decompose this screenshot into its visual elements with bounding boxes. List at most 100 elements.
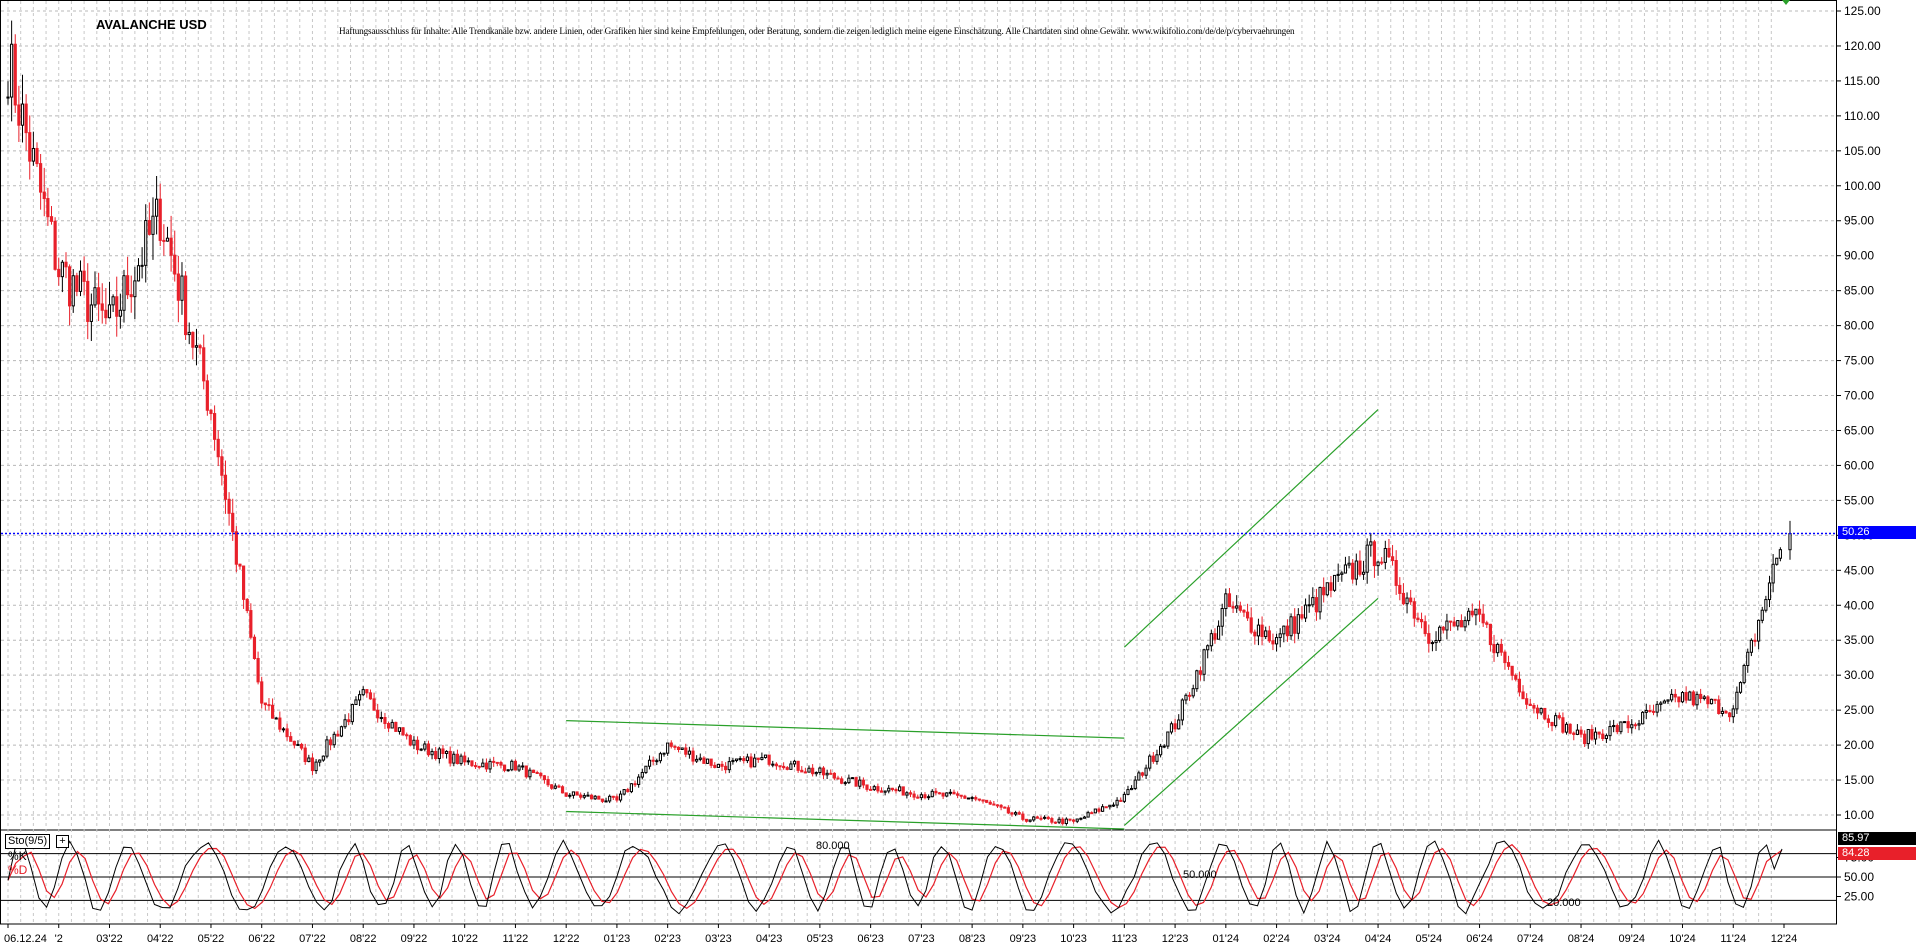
add-indicator-icon[interactable]: + <box>56 835 69 848</box>
candle-body <box>1778 549 1782 559</box>
candle-body <box>966 797 971 800</box>
candle-body <box>1699 693 1703 700</box>
plot-frame <box>0 0 1837 925</box>
x-tick-label: 06.12.24 <box>4 933 47 945</box>
candle-body <box>1010 812 1014 815</box>
candle-body <box>1314 597 1319 613</box>
candle-body <box>597 795 601 800</box>
candle-body <box>1307 604 1311 607</box>
x-tick-label: 02'24 <box>1263 933 1290 945</box>
candle-body <box>20 103 25 126</box>
candle-body <box>771 763 775 766</box>
candle-body <box>1597 731 1601 735</box>
candle-body <box>651 759 655 762</box>
candle-body <box>1024 818 1029 822</box>
candle-body <box>1006 807 1010 814</box>
candle-body <box>314 761 318 772</box>
candle-body <box>1427 633 1431 644</box>
sto-y-tick-label: 25.00 <box>1844 890 1874 904</box>
candle-body <box>1122 793 1126 802</box>
candle-body <box>836 777 840 780</box>
candle-body <box>1274 637 1279 645</box>
candle-body <box>1452 621 1456 627</box>
candle-body <box>1271 640 1275 645</box>
candle-body <box>1303 604 1308 619</box>
candle-body <box>1057 818 1061 823</box>
level-label-50: 50.000 <box>1183 869 1217 881</box>
y-tick-label: 125.00 <box>1844 4 1881 18</box>
candle-body <box>1467 610 1471 622</box>
candle-body <box>923 794 927 799</box>
candle-body <box>376 709 380 719</box>
candle-body <box>1216 625 1221 640</box>
candle-body <box>919 794 923 799</box>
candle-body <box>89 304 93 322</box>
candle-body <box>220 456 224 476</box>
candle-body <box>803 771 807 774</box>
candle-body <box>611 795 615 798</box>
candle-body <box>1390 556 1395 561</box>
candle-body <box>1521 691 1525 700</box>
candle-body <box>963 795 967 799</box>
y-tick-label: 30.00 <box>1844 668 1874 682</box>
y-tick-label: 60.00 <box>1844 458 1874 472</box>
candle-body <box>100 303 104 311</box>
candle-body <box>158 198 162 241</box>
candle-body <box>354 699 358 706</box>
candle-body <box>1064 818 1068 825</box>
candle-body <box>1282 625 1286 635</box>
candle-body <box>1115 799 1119 806</box>
x-tick-label: 09'23 <box>1010 933 1037 945</box>
candle-body <box>872 786 876 791</box>
candle-body <box>1564 723 1569 733</box>
x-tick-label: 06'22 <box>248 933 275 945</box>
candle-body <box>1788 533 1792 551</box>
y-tick-label: 105.00 <box>1844 144 1881 158</box>
candle-body <box>1209 633 1213 647</box>
candle-body <box>521 765 525 768</box>
candle-body <box>394 721 398 732</box>
candle-body <box>894 789 898 792</box>
y-tick-label: 25.00 <box>1844 703 1874 717</box>
candle-body <box>1641 711 1645 725</box>
candle-body <box>126 275 130 296</box>
x-tick-label: 10'23 <box>1060 933 1087 945</box>
y-tick-label: 40.00 <box>1844 598 1874 612</box>
candle-body <box>28 132 32 162</box>
candle-body <box>691 750 695 762</box>
candle-body <box>1293 616 1297 634</box>
candle-body <box>720 763 724 767</box>
sto-k-tag: 85.97 <box>1838 832 1916 845</box>
candle-body <box>1148 755 1152 769</box>
candle-body <box>927 796 931 799</box>
candle-body <box>1235 605 1239 609</box>
candle-body <box>252 636 257 659</box>
candle-body <box>1021 813 1025 820</box>
candle-body <box>1702 696 1706 700</box>
candle-body <box>1296 614 1300 634</box>
x-tick-label: 03'23 <box>705 933 732 945</box>
candle-body <box>481 762 485 768</box>
candle-body <box>1601 733 1605 740</box>
x-tick-label: '2 <box>55 933 63 945</box>
x-tick-label: 05'22 <box>198 933 225 945</box>
candle-body <box>234 531 238 565</box>
candle-body <box>1394 559 1398 586</box>
candle-body <box>948 791 952 794</box>
candle-body <box>865 784 869 790</box>
candle-body <box>1709 698 1714 705</box>
candle-body <box>495 761 499 764</box>
indicator-label[interactable]: Sto(9/5) <box>5 834 51 849</box>
candle-body <box>205 380 209 411</box>
candle-body <box>1655 703 1659 713</box>
candle-body <box>1517 678 1521 693</box>
candle-body <box>1177 719 1181 730</box>
candle-body <box>1499 643 1503 653</box>
x-tick-label: 12'23 <box>1162 933 1189 945</box>
candle-body <box>57 268 61 278</box>
candle-body <box>854 777 858 787</box>
candle-body <box>1438 626 1442 642</box>
candle-body <box>1380 561 1384 564</box>
candle-body <box>184 275 188 336</box>
